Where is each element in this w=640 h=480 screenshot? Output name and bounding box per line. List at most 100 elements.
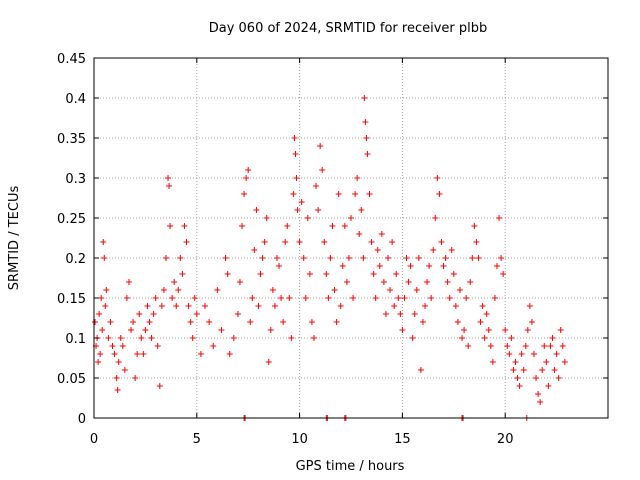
data-point — [393, 271, 400, 277]
data-point — [181, 223, 188, 229]
data-point — [535, 391, 542, 397]
data-point — [348, 215, 354, 221]
data-point — [339, 263, 346, 269]
data-point — [251, 247, 258, 253]
data-point — [493, 263, 500, 269]
data-point — [158, 303, 165, 309]
data-point — [92, 319, 99, 325]
data-point — [117, 335, 124, 341]
data-point — [426, 263, 433, 269]
data-point — [175, 287, 182, 293]
data-point — [547, 343, 554, 349]
data-point — [545, 383, 552, 389]
x-axis-label: GPS time / hours — [296, 459, 405, 474]
data-point — [337, 303, 344, 309]
data-point — [128, 327, 135, 333]
data-point — [512, 359, 519, 365]
data-point — [372, 295, 379, 301]
data-point — [288, 335, 295, 341]
data-point — [524, 327, 531, 333]
data-point — [294, 207, 301, 213]
data-point — [193, 311, 200, 317]
data-point — [467, 279, 474, 285]
data-point — [107, 319, 114, 325]
data-point — [214, 287, 221, 293]
y-tick-label: 0 — [78, 412, 86, 427]
data-points — [92, 95, 568, 421]
data-point — [247, 319, 254, 325]
data-point — [465, 343, 472, 349]
data-point — [463, 295, 470, 301]
data-point — [559, 343, 566, 349]
data-point — [368, 239, 375, 245]
data-point — [481, 335, 488, 341]
data-point — [241, 191, 248, 197]
y-tick-label: 0.1 — [65, 332, 86, 347]
data-point — [399, 327, 406, 333]
data-point — [323, 271, 330, 277]
data-point — [152, 295, 159, 301]
grid — [94, 58, 608, 418]
data-point — [358, 207, 365, 213]
y-tick-label: 0.35 — [57, 132, 86, 147]
data-point — [354, 175, 361, 181]
y-tick-label: 0.05 — [57, 372, 86, 387]
data-point — [376, 263, 383, 269]
data-point — [156, 383, 163, 389]
data-point — [109, 343, 116, 349]
data-point — [360, 255, 367, 261]
data-point — [304, 215, 311, 221]
data-point — [319, 167, 326, 173]
data-point — [173, 303, 180, 309]
data-point — [197, 351, 204, 357]
data-point — [438, 239, 445, 245]
data-point — [395, 295, 402, 301]
data-point — [103, 287, 110, 293]
data-point — [422, 303, 429, 309]
data-point — [363, 135, 370, 141]
data-point — [475, 255, 482, 261]
data-point — [245, 167, 252, 173]
x-tick-label: 0 — [90, 432, 98, 447]
data-point — [352, 191, 359, 197]
data-point — [179, 271, 186, 277]
data-point — [555, 375, 562, 381]
data-point — [308, 319, 315, 325]
data-point — [413, 287, 420, 293]
data-point — [191, 295, 198, 301]
data-point — [362, 119, 369, 125]
data-point — [432, 215, 439, 221]
data-point — [310, 335, 317, 341]
data-point — [364, 151, 371, 157]
data-point — [136, 311, 143, 317]
data-point — [543, 359, 550, 365]
data-point — [243, 175, 250, 181]
data-point — [516, 383, 523, 389]
data-point — [446, 295, 453, 301]
data-point — [189, 335, 196, 341]
data-point — [306, 271, 313, 277]
data-point — [473, 239, 480, 245]
data-point — [436, 191, 443, 197]
data-point — [99, 327, 106, 333]
data-point — [479, 303, 486, 309]
data-point — [411, 311, 418, 317]
data-point — [500, 271, 507, 277]
data-point — [454, 319, 461, 325]
data-point — [162, 255, 169, 261]
data-point — [430, 247, 437, 253]
data-point — [549, 335, 556, 341]
data-point — [226, 351, 233, 357]
data-point — [387, 287, 394, 293]
data-point — [100, 239, 107, 245]
data-point — [502, 327, 509, 333]
data-point — [114, 387, 121, 393]
data-point — [144, 303, 151, 309]
data-point — [239, 223, 246, 229]
data-point — [286, 295, 293, 301]
data-point — [553, 351, 560, 357]
data-point — [510, 367, 517, 373]
data-point — [530, 351, 537, 357]
data-point — [335, 191, 342, 197]
data-point — [483, 311, 490, 317]
